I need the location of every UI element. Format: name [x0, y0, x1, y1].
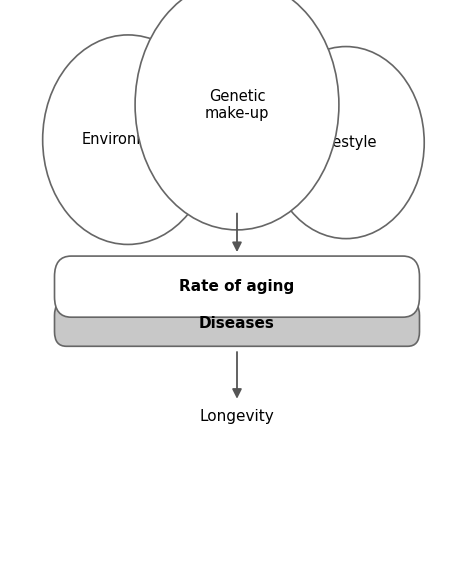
- Circle shape: [268, 47, 424, 239]
- Circle shape: [135, 0, 339, 230]
- FancyBboxPatch shape: [55, 256, 419, 317]
- Text: Longevity: Longevity: [200, 409, 274, 424]
- Text: Diseases: Diseases: [199, 316, 275, 331]
- Text: Lifestyle: Lifestyle: [315, 135, 377, 150]
- Text: Environment: Environment: [81, 132, 175, 147]
- FancyBboxPatch shape: [55, 301, 419, 346]
- Text: Genetic
make-up: Genetic make-up: [205, 88, 269, 121]
- Circle shape: [43, 35, 213, 244]
- Text: Rate of aging: Rate of aging: [179, 279, 295, 294]
